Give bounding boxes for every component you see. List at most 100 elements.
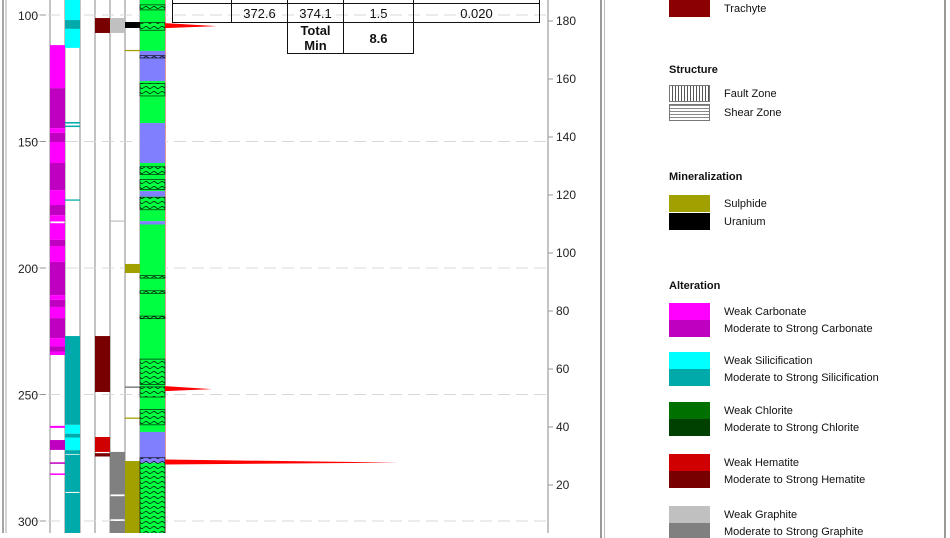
mineralization-interval [125,417,140,419]
shear-zone-interval [139,290,166,294]
carbonate-interval [50,132,65,143]
drill-log: 100 150 200 250 300 20 40 60 80 100 120 140 160 180 [2,0,576,533]
sulphide-swatch [669,195,710,212]
shear-zone-swatch [669,104,710,121]
legend-weak-graphite: Weak Graphite [669,506,797,523]
silicification-interval [65,20,80,29]
silicification-interval [65,433,80,438]
shear-zone-interval [139,179,166,190]
graphite-interval [110,18,125,33]
value-tick-label: 140 [556,130,576,144]
legend-trachyte: Trachyte [669,0,766,17]
alteration-swatch [669,419,710,436]
cell-from: 372.6 [231,3,288,23]
carbonate-interval [50,223,65,240]
alteration-swatch [669,402,710,419]
legend-sulphide: Sulphide [669,195,767,212]
legend-label: Weak Silicification [724,354,813,367]
structure-title: Structure [669,64,718,76]
cell-grade: 0.020 [413,3,540,23]
silicification-interval [65,336,80,425]
hematite-interval [95,18,110,33]
legend-label: Moderate to Strong Chlorite [724,421,860,434]
carbonate-interval [50,245,65,262]
log-columns [50,0,399,533]
silicification-interval [65,0,80,21]
carbonate-interval [50,462,65,464]
carbonate-interval [50,88,65,129]
legend-label: Weak Hematite [724,456,799,469]
carbonate-interval [50,190,65,206]
carbonate-interval [50,163,65,191]
legend-label: Moderate to Strong Graphite [724,525,864,538]
legend-label: Uranium [724,215,766,228]
value-tick-label: 80 [556,304,570,318]
carbonate-interval [50,142,65,164]
carbonate-interval [50,473,65,475]
silicification-interval [65,28,80,48]
mineralization-interval [125,386,140,388]
fault-zone-swatch [669,85,710,102]
silicification-interval [65,454,80,492]
carbonate-interval [50,299,65,307]
legend-label: Fault Zone [724,87,777,100]
legend-shear-zone: Shear Zone [669,104,781,121]
depth-tick-label: 250 [18,389,38,403]
graphite-interval [110,220,125,222]
silicification-interval [65,450,80,454]
alteration-swatch [669,471,710,488]
cell-length: 1.5 [343,3,414,23]
legend-strong-silicification: Moderate to Strong Silicification [669,369,879,386]
silicification-interval [65,199,80,201]
carbonate-interval [50,338,65,347]
shear-zone-interval [139,196,166,211]
legend-label: Shear Zone [724,106,782,119]
carbonate-interval [50,318,65,339]
legend-label: Trachyte [724,2,767,15]
carbonate-interval [50,239,65,246]
depth-tick-label: 150 [18,136,38,150]
legend-strong-graphite: Moderate to Strong Graphite [669,523,863,538]
carbonate-interval [50,128,65,133]
graphite-interval [110,496,125,520]
legend-label: Moderate to Strong Silicification [724,371,879,384]
silicification-interval [65,492,80,533]
value-tick-label: 60 [556,362,570,376]
table-row: 372.6 374.1 1.5 0.020 [172,3,540,23]
silicification-interval [65,437,80,451]
carbonate-interval [50,261,65,296]
carbonate-interval [50,425,65,428]
legend-weak-chlorite: Weak Chlorite [669,402,793,419]
value-tick-label: 100 [556,246,576,260]
shear-zone-interval [139,83,166,97]
mineralization-interval [125,263,140,274]
cell-hole [172,3,232,23]
shear-zone-interval [139,386,166,398]
assay-spike [165,386,212,392]
shear-zone-interval [139,4,166,11]
shear-zone-interval [139,358,166,385]
lithology-interval [140,221,165,225]
legend-strong-hematite: Moderate to Strong Hematite [669,471,865,488]
shear-zone-interval [139,22,166,31]
shear-zone-interval [139,315,166,319]
value-tick-label: 160 [556,72,576,86]
carbonate-interval [50,440,65,450]
carbonate-interval [50,295,65,300]
legend-uranium: Uranium [669,213,766,230]
alteration-swatch [669,454,710,471]
legend-weak-carbonate: Weak Carbonate [669,303,806,320]
hematite-interval [95,336,110,392]
legend-label: Sulphide [724,197,767,210]
legend-weak-silicification: Weak Silicification [669,352,812,369]
carbonate-interval [50,346,65,352]
legend-weak-hematite: Weak Hematite [669,454,799,471]
trachyte-swatch [669,0,710,17]
total-value: 8.6 [343,22,414,54]
legend-panel: Trachyte Structure Fault Zone Shear Zone… [600,0,946,538]
depth-tick-label: 300 [18,515,38,529]
carbonate-interval [50,306,65,319]
assay-spike [165,459,399,465]
legend-label: Moderate to Strong Hematite [724,473,866,486]
value-tick-label: 20 [556,478,570,492]
